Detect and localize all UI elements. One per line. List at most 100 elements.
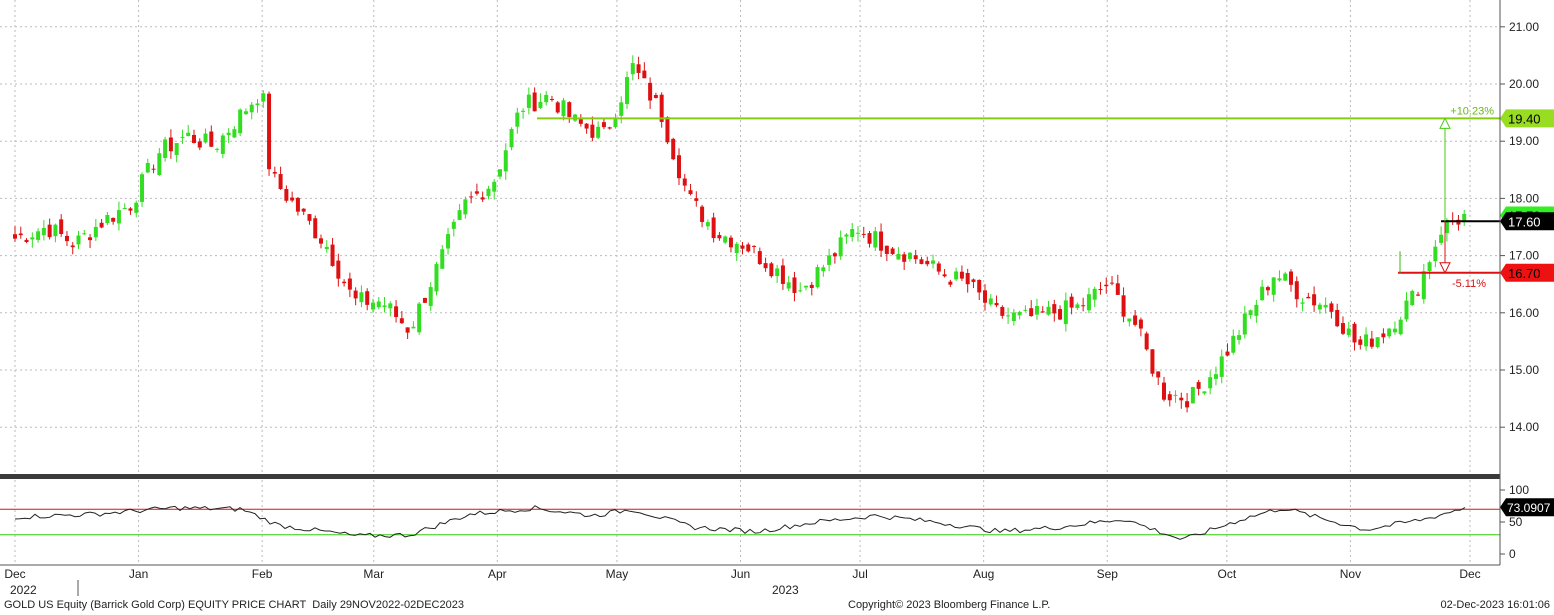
candle bbox=[463, 196, 468, 219]
candle bbox=[498, 169, 502, 180]
candle bbox=[700, 204, 705, 228]
candle bbox=[1369, 330, 1374, 349]
candle bbox=[1231, 329, 1236, 355]
candle bbox=[1306, 292, 1311, 299]
candle bbox=[844, 232, 849, 244]
candle bbox=[873, 226, 878, 251]
candle bbox=[1265, 285, 1270, 296]
candle bbox=[942, 269, 947, 278]
candle bbox=[122, 203, 127, 210]
x-tick-label: Feb bbox=[252, 567, 273, 581]
svg-text:19.40: 19.40 bbox=[1508, 111, 1541, 126]
candle bbox=[238, 108, 243, 137]
panel-separator[interactable] bbox=[0, 474, 1500, 479]
candle bbox=[93, 219, 98, 242]
candle bbox=[388, 301, 393, 317]
rsi-series: 73.0907 bbox=[0, 498, 1554, 540]
candle bbox=[18, 226, 23, 239]
candle bbox=[521, 108, 526, 119]
candle bbox=[163, 136, 168, 162]
candle bbox=[653, 92, 658, 99]
candle bbox=[111, 217, 116, 225]
candle bbox=[1398, 316, 1403, 336]
candle bbox=[99, 218, 104, 229]
candle bbox=[1098, 282, 1103, 295]
candle bbox=[215, 147, 220, 153]
candle bbox=[994, 295, 999, 308]
candle bbox=[1196, 379, 1201, 396]
candle bbox=[954, 267, 959, 281]
candle bbox=[630, 55, 635, 81]
candle bbox=[249, 102, 254, 120]
candle bbox=[1277, 270, 1282, 282]
candle bbox=[128, 207, 133, 215]
candle bbox=[1329, 301, 1334, 319]
candle bbox=[983, 284, 987, 311]
candle bbox=[1075, 302, 1080, 310]
candle bbox=[1208, 370, 1213, 395]
candle bbox=[422, 297, 427, 304]
candle bbox=[405, 327, 410, 340]
footer-title: GOLD US Equity (Barrick Gold Corp) EQUIT… bbox=[4, 599, 464, 611]
candle bbox=[53, 223, 58, 243]
candle bbox=[1421, 263, 1426, 304]
candle bbox=[625, 71, 630, 109]
x-tick-label: Jul bbox=[852, 567, 867, 581]
candle bbox=[913, 249, 918, 264]
candle bbox=[319, 234, 324, 249]
candle bbox=[659, 92, 664, 128]
candle bbox=[838, 230, 843, 260]
svg-text:16.70: 16.70 bbox=[1508, 266, 1541, 281]
candle bbox=[642, 62, 647, 79]
candle bbox=[648, 77, 653, 109]
copyright: Copyright© 2023 Bloomberg Finance L.P. bbox=[848, 599, 1051, 611]
candle bbox=[780, 258, 785, 290]
candle bbox=[1063, 292, 1068, 332]
candle bbox=[902, 251, 907, 270]
candle bbox=[76, 230, 81, 249]
candle bbox=[220, 133, 225, 159]
y-tick-label: 15.00 bbox=[1509, 363, 1539, 377]
candle bbox=[1375, 337, 1380, 349]
candle bbox=[728, 235, 733, 253]
candle bbox=[353, 287, 358, 306]
candle bbox=[382, 297, 387, 313]
y-tick-label: 20.00 bbox=[1509, 77, 1539, 91]
candle bbox=[284, 185, 289, 203]
candle bbox=[555, 101, 560, 114]
candle bbox=[1156, 371, 1161, 386]
candle bbox=[151, 164, 156, 174]
rsi-tick-label: 0 bbox=[1509, 547, 1516, 561]
candle bbox=[723, 235, 728, 245]
candle bbox=[232, 126, 237, 139]
candle bbox=[1387, 328, 1392, 339]
candle bbox=[1069, 293, 1074, 315]
candle bbox=[1023, 305, 1028, 312]
candle bbox=[1110, 276, 1115, 286]
candle bbox=[1283, 271, 1288, 281]
candle bbox=[1237, 330, 1242, 345]
candle bbox=[347, 272, 352, 298]
y-tick-label: 16.00 bbox=[1509, 306, 1539, 320]
candle bbox=[1179, 392, 1184, 409]
candle bbox=[243, 108, 248, 115]
candle bbox=[746, 242, 751, 253]
candle bbox=[815, 264, 820, 289]
candle bbox=[1000, 305, 1005, 319]
candle bbox=[1006, 307, 1011, 324]
candle bbox=[24, 238, 29, 244]
year-label-2022: 2022 bbox=[10, 583, 37, 597]
candle bbox=[480, 191, 485, 203]
candle bbox=[1340, 316, 1345, 335]
candle bbox=[376, 296, 381, 310]
x-tick-label: Oct bbox=[1217, 567, 1236, 581]
candle bbox=[1364, 327, 1369, 351]
candle bbox=[676, 148, 681, 186]
candle bbox=[180, 129, 185, 144]
candle bbox=[544, 91, 549, 106]
candle bbox=[428, 282, 433, 312]
candle bbox=[116, 201, 121, 231]
candle bbox=[295, 197, 300, 216]
candle bbox=[867, 230, 872, 248]
x-tick-label: Apr bbox=[488, 567, 507, 581]
